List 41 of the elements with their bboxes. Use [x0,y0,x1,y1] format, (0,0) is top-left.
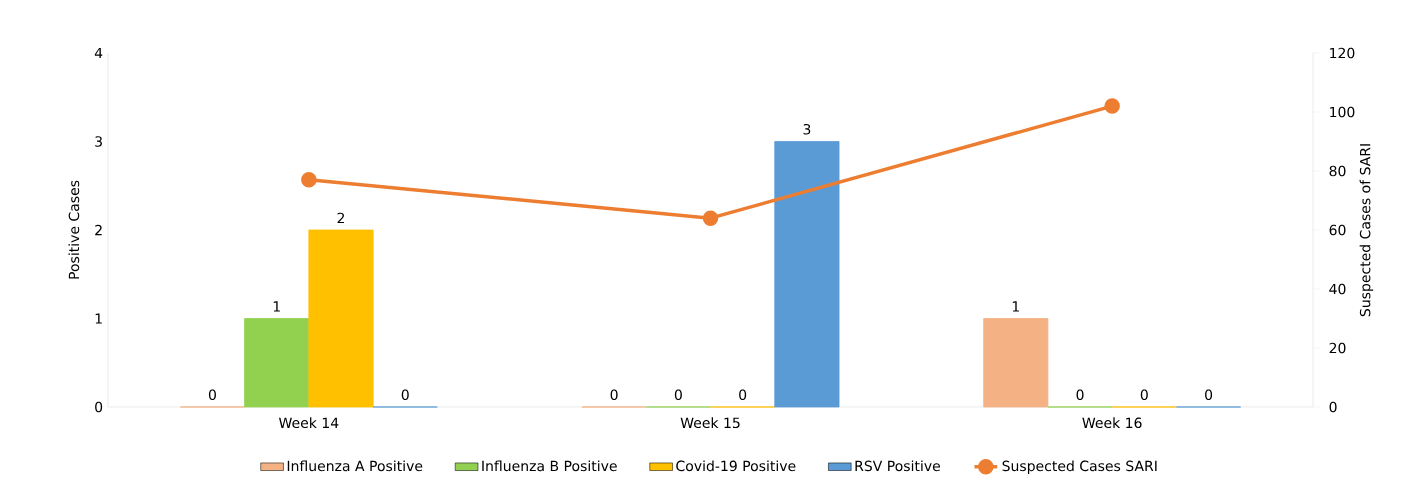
y-tick-label: 2 [95,224,102,236]
data-label: 1 [273,301,280,312]
x-tick-label: Week 15 [680,417,740,429]
point [301,172,317,188]
data-label: 0 [739,389,747,401]
x-tick-label: Week 14 [279,417,339,429]
data-label: 0 [1140,389,1148,401]
y-tick-label: 0 [95,401,103,413]
y2-tick-label: 40 [1329,283,1346,295]
y2-tick-label: 0 [1329,401,1337,413]
data-label: 0 [1205,389,1213,401]
legend-label: Influenza B Positive [482,460,617,472]
data-label: 0 [401,389,409,401]
data-label: 0 [1076,389,1084,401]
data-label: 3 [803,123,811,135]
bar [244,318,310,408]
data-label: 0 [674,389,682,401]
y2-tick-label: 80 [1329,165,1346,177]
y-tick-label: 4 [94,47,103,59]
y-tick-label: 3 [95,136,102,147]
bar [308,229,374,408]
data-label: 1 [1012,301,1019,312]
point [702,210,719,226]
legend-label: Suspected Cases SARI [1002,460,1157,474]
legend-label: RSV Positive [855,460,940,472]
data-label: 0 [208,389,216,401]
y2-tick-label: 120 [1330,47,1355,59]
y2-tick-label: 20 [1329,342,1346,354]
legend-label: Covid-19 Positive [676,460,796,472]
y-tick-label: 1 [95,313,102,324]
data-label: 0 [610,389,618,401]
bar [774,141,840,408]
legend-label: Influenza A Positive [287,460,423,472]
y2-tick-label: 60 [1329,224,1346,236]
data-label: 2 [337,212,345,224]
y2-axis-title: Suspected Cases of SARI [1359,144,1374,317]
bar [983,318,1049,408]
point [1104,98,1120,114]
y2-tick-label: 100 [1330,106,1355,118]
x-tick-label: Week 16 [1082,417,1142,429]
y-axis-title: Positive Cases [68,180,80,279]
